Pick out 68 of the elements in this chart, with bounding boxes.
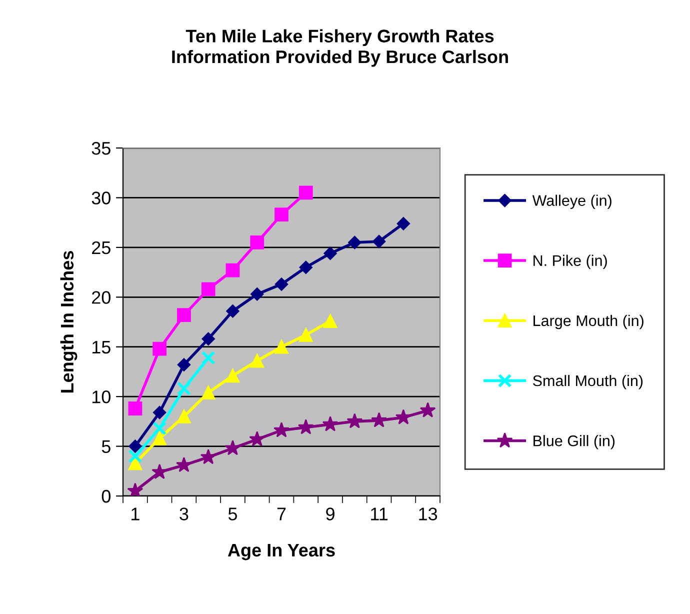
point [152,406,166,420]
point [250,236,264,250]
point [395,409,412,424]
point [324,246,337,260]
point [152,342,167,356]
point [127,482,144,496]
y-tick-label: 10 [92,390,110,404]
point [177,358,191,372]
x-axis-title: Age In Years [228,544,335,560]
point [176,456,192,472]
legend-label: N. Pike (in) [534,254,607,270]
point [371,412,387,428]
x-tick-label: 1 [132,508,140,520]
point [346,413,363,428]
point [420,402,436,418]
point [298,419,314,434]
y-tick-label: 0 [102,490,110,503]
chart-title: Ten Mile Lake Fishery Growth Rates Information Provided By Bruce Carlson [172,29,508,67]
point [177,410,191,424]
y-tick-label: 15 [92,340,110,354]
legend-label: Large Mouth (in) [534,314,644,330]
point [249,430,266,446]
legend-label: Blue Gill (in) [534,435,615,450]
point [226,304,240,318]
y-tick-label: 30 [92,192,110,204]
legend-label: Small Mouth (in) [532,374,643,390]
x-tick-label: 7 [277,508,286,520]
point [250,288,264,301]
point [298,186,313,200]
point [201,386,216,400]
point [299,260,312,274]
point [274,278,288,291]
point [274,340,288,354]
legend-label: Walleye (in) [532,194,612,209]
point [201,350,216,365]
point [177,382,191,396]
point [177,308,191,322]
point [372,234,386,248]
x-tick-label: 5 [228,508,237,520]
point [128,449,142,464]
point [128,402,142,416]
point [274,422,290,438]
point [298,328,313,342]
point [152,431,167,446]
point [201,282,216,296]
x-tick-label: 13 [419,508,438,520]
point [202,332,215,346]
y-axis-title: Length In Inches [60,251,78,393]
y-tick-label: 20 [92,291,110,304]
point [200,448,216,464]
point [348,236,362,250]
point [128,456,142,470]
y-tick-label: 35 [92,142,110,155]
point [323,314,338,328]
y-tick-label: 5 [102,440,110,454]
y-tick-label: 25 [92,241,110,254]
x-tick-label: 11 [371,508,388,520]
point [226,263,240,278]
point [226,368,240,383]
point [274,208,288,222]
point [396,216,410,230]
point [250,354,264,368]
x-tick-label: 9 [326,508,334,520]
point [152,421,167,436]
x-tick-label: 3 [180,508,188,520]
point [128,440,142,453]
point [224,440,241,456]
point [322,416,338,432]
